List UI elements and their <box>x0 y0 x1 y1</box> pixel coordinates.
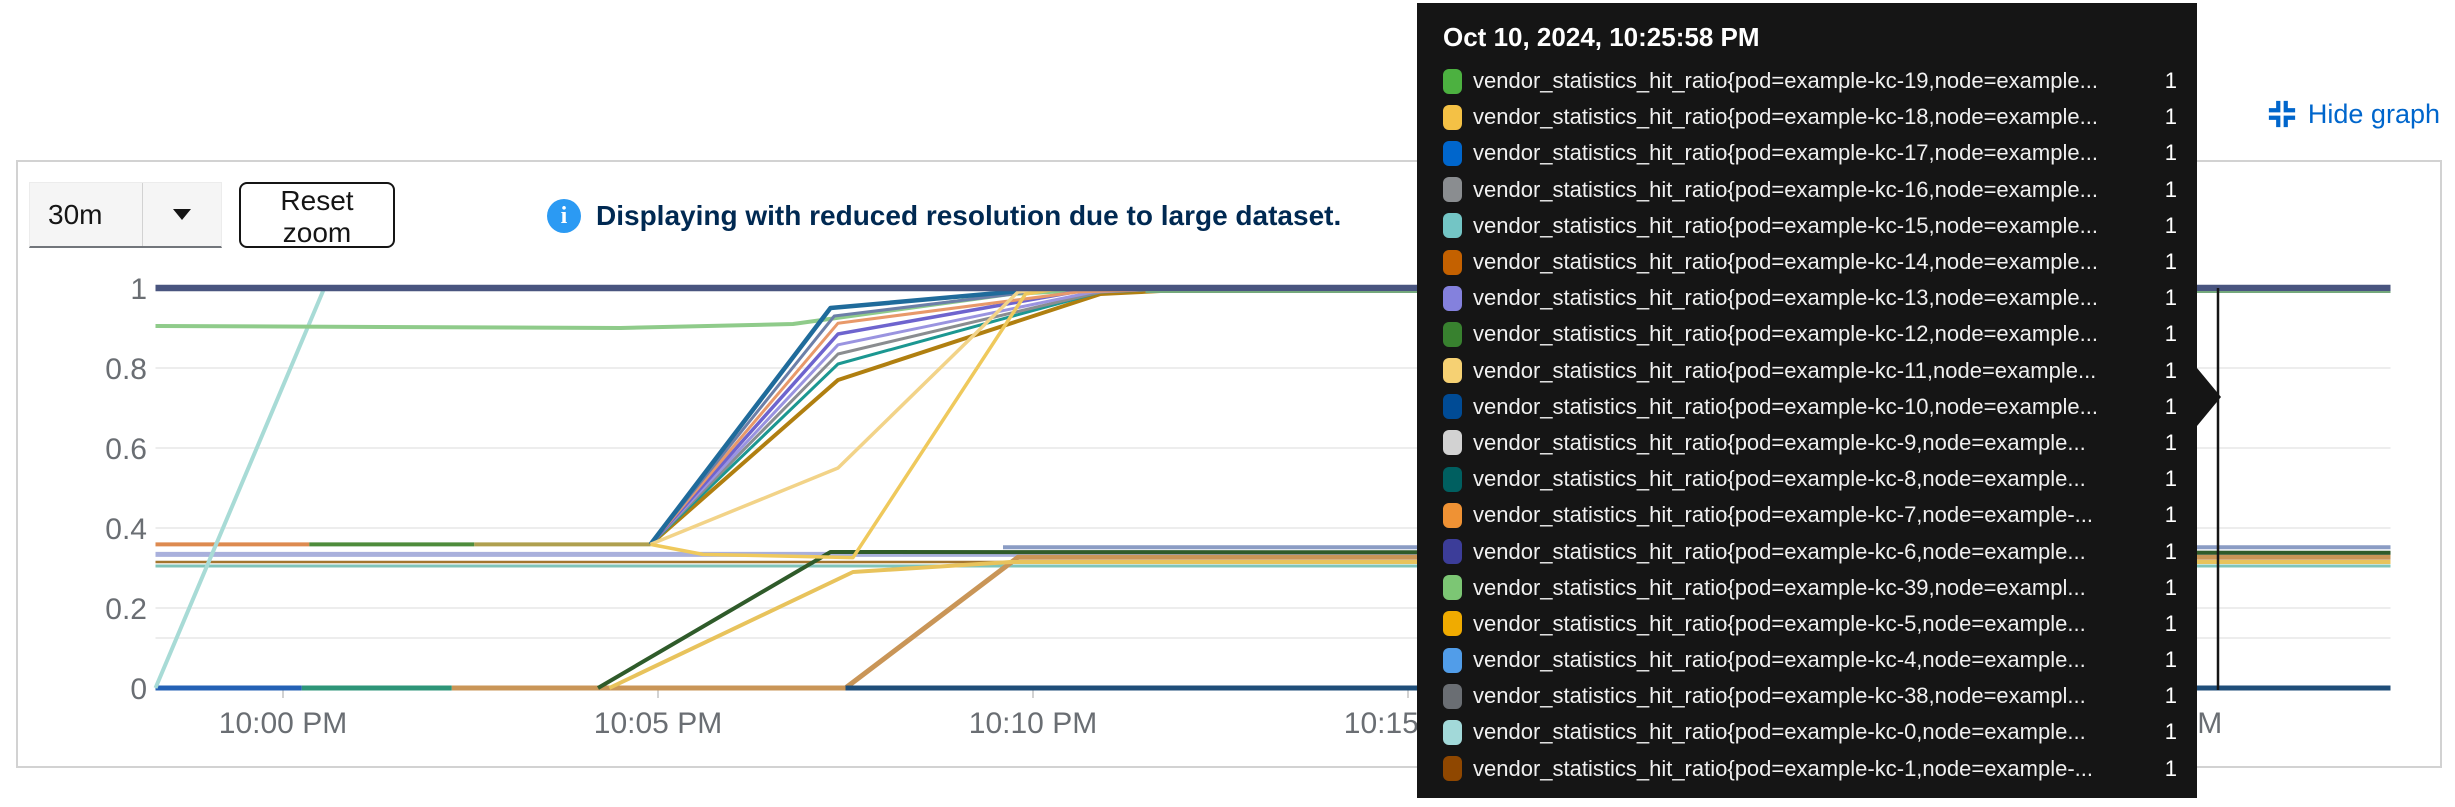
series-value: 1 <box>2164 466 2177 492</box>
series-value: 1 <box>2164 429 2177 455</box>
tooltip-series-row: vendor_statistics_hit_ratio{pod=example-… <box>1443 497 2177 533</box>
series-color-swatch <box>1443 430 1462 456</box>
tooltip-series-row: vendor_statistics_hit_ratio{pod=example-… <box>1443 353 2177 389</box>
series-label: vendor_statistics_hit_ratio{pod=example-… <box>1473 212 2098 238</box>
series-color-swatch <box>1443 394 1462 420</box>
series-color-swatch <box>1443 177 1462 203</box>
series-color-swatch <box>1443 539 1462 565</box>
info-icon: i <box>547 199 581 233</box>
series-label: vendor_statistics_hit_ratio{pod=example-… <box>1473 68 2098 94</box>
tooltip-series-row: vendor_statistics_hit_ratio{pod=example-… <box>1443 751 2177 787</box>
series-label: vendor_statistics_hit_ratio{pod=example-… <box>1473 249 2098 275</box>
tooltip-series-row: vendor_statistics_hit_ratio{pod=example-… <box>1443 135 2177 171</box>
series-value: 1 <box>2164 104 2177 130</box>
series-value: 1 <box>2164 502 2177 528</box>
tooltip-series-row: vendor_statistics_hit_ratio{pod=example-… <box>1443 606 2177 642</box>
series-value: 1 <box>2164 647 2177 673</box>
tooltip-rows: vendor_statistics_hit_ratio{pod=example-… <box>1443 63 2177 787</box>
series-value: 1 <box>2164 357 2177 383</box>
series-color-swatch <box>1443 249 1462 275</box>
series-label: vendor_statistics_hit_ratio{pod=example-… <box>1473 683 2086 709</box>
series-label: vendor_statistics_hit_ratio{pod=example-… <box>1473 176 2098 202</box>
hide-graph-label: Hide graph <box>2307 98 2440 129</box>
series-value: 1 <box>2164 574 2177 600</box>
tooltip-series-row: vendor_statistics_hit_ratio{pod=example-… <box>1443 461 2177 497</box>
series-color-swatch <box>1443 358 1462 384</box>
series-label: vendor_statistics_hit_ratio{pod=example-… <box>1473 538 2086 564</box>
series-value: 1 <box>2164 321 2177 347</box>
series-color-swatch <box>1443 756 1462 782</box>
series-color-swatch <box>1443 68 1462 94</box>
series-color-swatch <box>1443 104 1462 130</box>
series-value: 1 <box>2164 393 2177 419</box>
series-label: vendor_statistics_hit_ratio{pod=example-… <box>1473 719 2086 745</box>
time-range-dropdown[interactable]: 30m <box>29 182 222 248</box>
tooltip-series-row: vendor_statistics_hit_ratio{pod=example-… <box>1443 389 2177 425</box>
compress-icon <box>2268 100 2296 128</box>
series-color-swatch <box>1443 213 1462 239</box>
dropdown-toggle[interactable] <box>142 183 221 246</box>
tooltip-series-row: vendor_statistics_hit_ratio{pod=example-… <box>1443 533 2177 569</box>
series-label: vendor_statistics_hit_ratio{pod=example-… <box>1473 647 2086 673</box>
tooltip-series-row: vendor_statistics_hit_ratio{pod=example-… <box>1443 570 2177 606</box>
tooltip-series-row: vendor_statistics_hit_ratio{pod=example-… <box>1443 316 2177 352</box>
tooltip-series-row: vendor_statistics_hit_ratio{pod=example-… <box>1443 642 2177 678</box>
tooltip-series-row: vendor_statistics_hit_ratio{pod=example-… <box>1443 714 2177 750</box>
series-label: vendor_statistics_hit_ratio{pod=example-… <box>1473 140 2098 166</box>
hide-graph-link[interactable]: Hide graph <box>2267 92 2440 136</box>
reduced-resolution-alert: i Displaying with reduced resolution due… <box>547 198 1341 234</box>
tooltip-series-row: vendor_statistics_hit_ratio{pod=example-… <box>1443 99 2177 135</box>
tooltip-arrow <box>2197 368 2221 426</box>
series-color-swatch <box>1443 611 1462 637</box>
time-range-value: 30m <box>48 198 103 230</box>
series-label: vendor_statistics_hit_ratio{pod=example-… <box>1473 321 2098 347</box>
tooltip-series-row: vendor_statistics_hit_ratio{pod=example-… <box>1443 244 2177 280</box>
chart-tooltip: Oct 10, 2024, 10:25:58 PM vendor_statist… <box>1417 3 2221 798</box>
series-label: vendor_statistics_hit_ratio{pod=example-… <box>1473 104 2098 130</box>
series-value: 1 <box>2164 176 2177 202</box>
series-color-swatch <box>1443 285 1462 311</box>
series-label: vendor_statistics_hit_ratio{pod=example-… <box>1473 393 2098 419</box>
reset-zoom-button[interactable]: Reset zoom <box>239 182 395 248</box>
series-value: 1 <box>2164 285 2177 311</box>
series-label: vendor_statistics_hit_ratio{pod=example-… <box>1473 357 2097 383</box>
series-value: 1 <box>2164 212 2177 238</box>
series-color-swatch <box>1443 466 1462 492</box>
series-label: vendor_statistics_hit_ratio{pod=example-… <box>1473 502 2094 528</box>
series-label: vendor_statistics_hit_ratio{pod=example-… <box>1473 610 2086 636</box>
series-value: 1 <box>2164 755 2177 781</box>
series-color-swatch <box>1443 719 1462 745</box>
series-color-swatch <box>1443 321 1462 347</box>
series-label: vendor_statistics_hit_ratio{pod=example-… <box>1473 285 2098 311</box>
series-color-swatch <box>1443 140 1462 166</box>
series-color-swatch <box>1443 647 1462 673</box>
series-value: 1 <box>2164 683 2177 709</box>
series-value: 1 <box>2164 140 2177 166</box>
series-value: 1 <box>2164 249 2177 275</box>
series-label: vendor_statistics_hit_ratio{pod=example-… <box>1473 755 2094 781</box>
tooltip-series-row: vendor_statistics_hit_ratio{pod=example-… <box>1443 208 2177 244</box>
series-value: 1 <box>2164 538 2177 564</box>
series-color-swatch <box>1443 575 1462 601</box>
alert-message: Displaying with reduced resolution due t… <box>596 200 1342 231</box>
series-value: 1 <box>2164 610 2177 636</box>
tooltip-series-row: vendor_statistics_hit_ratio{pod=example-… <box>1443 280 2177 316</box>
series-color-swatch <box>1443 683 1462 709</box>
tooltip-series-row: vendor_statistics_hit_ratio{pod=example-… <box>1443 172 2177 208</box>
series-label: vendor_statistics_hit_ratio{pod=example-… <box>1473 574 2086 600</box>
tooltip-series-row: vendor_statistics_hit_ratio{pod=example-… <box>1443 678 2177 714</box>
series-label: vendor_statistics_hit_ratio{pod=example-… <box>1473 466 2086 492</box>
tooltip-timestamp: Oct 10, 2024, 10:25:58 PM <box>1443 22 1760 52</box>
series-color-swatch <box>1443 502 1462 528</box>
series-value: 1 <box>2164 719 2177 745</box>
caret-down-icon <box>173 209 191 220</box>
series-value: 1 <box>2164 68 2177 94</box>
tooltip-series-row: vendor_statistics_hit_ratio{pod=example-… <box>1443 63 2177 99</box>
tooltip-series-row: vendor_statistics_hit_ratio{pod=example-… <box>1443 425 2177 461</box>
series-label: vendor_statistics_hit_ratio{pod=example-… <box>1473 429 2086 455</box>
